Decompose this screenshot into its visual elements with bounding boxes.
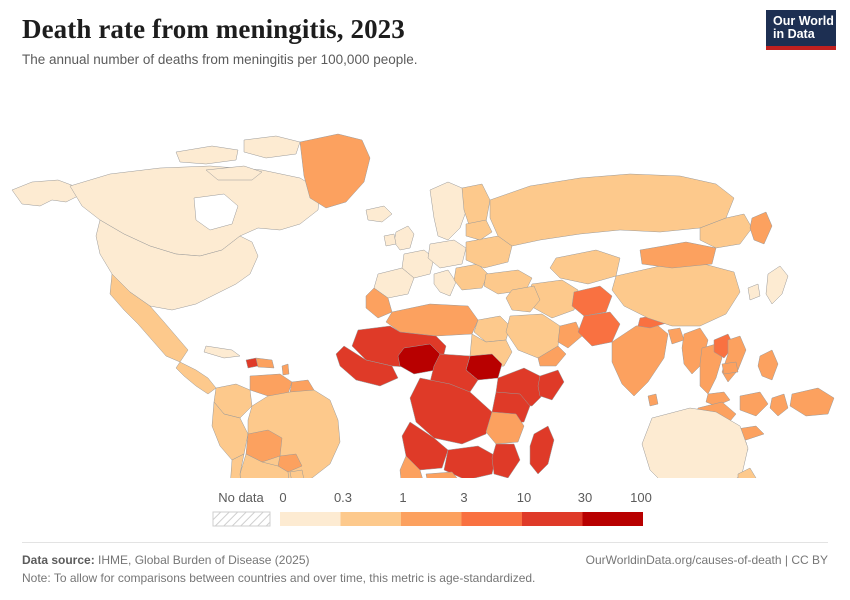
region-mozambique[interactable] — [491, 443, 521, 478]
data-source-label: Data source: — [22, 552, 95, 567]
owid-logo[interactable]: Our World in Data — [766, 10, 836, 50]
region-canada-arctic-1[interactable] — [175, 145, 239, 165]
region-tanzania[interactable] — [485, 411, 525, 445]
region-central-asia[interactable] — [549, 249, 621, 285]
region-russia[interactable] — [489, 173, 735, 247]
region-uruguay[interactable] — [289, 469, 304, 478]
region-india[interactable] — [611, 323, 669, 397]
chart-footer: Data source: IHME, Global Burden of Dise… — [0, 541, 850, 600]
owid-logo-line1: Our World — [773, 13, 834, 28]
region-nigeria[interactable] — [397, 343, 441, 375]
region-uae-oman[interactable] — [557, 321, 583, 349]
region-philippines[interactable] — [757, 349, 779, 381]
region-baltics[interactable] — [465, 219, 493, 241]
legend-tick-0: 0 — [279, 490, 286, 505]
legend-tick-5: 30 — [578, 490, 592, 505]
region-somalia[interactable] — [537, 369, 565, 401]
region-bangladesh[interactable] — [667, 327, 685, 345]
region-germany-poland[interactable] — [427, 239, 467, 269]
world-choropleth-map[interactable] — [0, 78, 850, 478]
region-canada-arctic-3[interactable] — [205, 165, 263, 181]
legend-bin-0[interactable] — [280, 512, 341, 526]
region-paraguay[interactable] — [277, 453, 303, 473]
region-mongolia[interactable] — [639, 241, 717, 269]
owid-logo-line2: in Data — [773, 27, 815, 41]
region-algeria-libya[interactable] — [385, 303, 479, 337]
legend-tick-labels: 0 0.3 1 3 10 30 100 — [279, 490, 651, 505]
region-west-africa-coast[interactable] — [335, 345, 399, 387]
region-lesser-antilles[interactable] — [281, 363, 290, 376]
legend-no-data-swatch[interactable] — [212, 511, 271, 527]
legend-bin-5[interactable] — [582, 512, 644, 526]
legend-bin-2[interactable] — [401, 512, 462, 526]
region-yemen[interactable] — [537, 345, 567, 367]
legend-bin-4[interactable] — [522, 512, 583, 526]
legend-bin-1[interactable] — [340, 512, 402, 526]
legend-tick-6: 100 — [630, 490, 652, 505]
legend-tick-4: 10 — [517, 490, 531, 505]
legend-bin-3[interactable] — [461, 512, 523, 526]
note-text: To allow for comparisons between countri… — [53, 571, 536, 586]
region-iceland[interactable] — [365, 205, 393, 223]
region-japan[interactable] — [765, 265, 789, 305]
region-sri-lanka[interactable] — [647, 393, 659, 407]
data-source: Data source: IHME, Global Burden of Dise… — [22, 551, 309, 570]
region-zambia-zimbabwe[interactable] — [443, 445, 497, 478]
region-afghanistan[interactable] — [571, 285, 613, 317]
chart-header: Death rate from meningitis, 2023 The ann… — [0, 0, 850, 69]
region-borneo[interactable] — [739, 391, 769, 417]
region-drc[interactable] — [409, 377, 493, 445]
region-norway-sweden[interactable] — [429, 181, 469, 241]
region-cambodia[interactable] — [721, 361, 739, 375]
region-central-america[interactable] — [175, 361, 217, 395]
region-balkans[interactable] — [453, 263, 489, 291]
region-china[interactable] — [611, 263, 741, 327]
region-papua-new-guinea[interactable] — [789, 387, 835, 417]
region-namibia[interactable] — [399, 455, 426, 478]
footer-source-row: Data source: IHME, Global Burden of Dise… — [22, 551, 828, 570]
region-madagascar[interactable] — [529, 425, 555, 475]
region-iraq-syria[interactable] — [505, 285, 541, 313]
legend-no-data-label: No data — [218, 490, 264, 505]
region-greenland[interactable] — [299, 133, 371, 209]
region-argentina[interactable] — [239, 453, 290, 478]
footer-divider — [22, 541, 828, 543]
legend-tick-1: 0.3 — [334, 490, 352, 505]
region-russia-east[interactable] — [699, 213, 753, 249]
chart-subtitle: The annual number of deaths from meningi… — [22, 52, 418, 68]
region-cuba[interactable] — [203, 345, 241, 359]
footer-note-row: Note: To allow for comparisons between c… — [22, 569, 828, 588]
region-chile[interactable] — [230, 453, 248, 478]
region-morocco[interactable] — [365, 287, 393, 319]
region-ireland[interactable] — [383, 233, 397, 247]
hudson-bay-water — [193, 193, 239, 231]
legend-tick-2: 1 — [399, 490, 406, 505]
legend-color-bins — [280, 512, 643, 526]
region-sulawesi[interactable] — [769, 393, 789, 417]
region-uk[interactable] — [393, 225, 415, 251]
page-title: Death rate from meningitis, 2023 — [22, 14, 405, 44]
region-korea[interactable] — [747, 283, 761, 301]
owid-link[interactable]: OurWorldinData.org/causes-of-death | CC … — [585, 552, 828, 567]
region-kamchatka[interactable] — [749, 211, 773, 245]
legend-tick-3: 3 — [460, 490, 467, 505]
data-source-text: IHME, Global Burden of Disease (2025) — [98, 552, 310, 567]
region-australia[interactable] — [641, 407, 749, 478]
region-botswana[interactable] — [425, 471, 462, 478]
region-italy[interactable] — [433, 269, 457, 297]
note-label: Note: — [22, 571, 51, 586]
region-angola[interactable] — [401, 421, 449, 471]
region-alaska[interactable] — [11, 179, 79, 207]
region-new-zealand-north[interactable] — [737, 467, 757, 478]
region-dominican-republic[interactable] — [255, 357, 275, 369]
map-legend[interactable]: No data 0 0.3 1 3 10 30 100 — [0, 486, 850, 536]
region-canada-arctic-2[interactable] — [243, 135, 301, 159]
